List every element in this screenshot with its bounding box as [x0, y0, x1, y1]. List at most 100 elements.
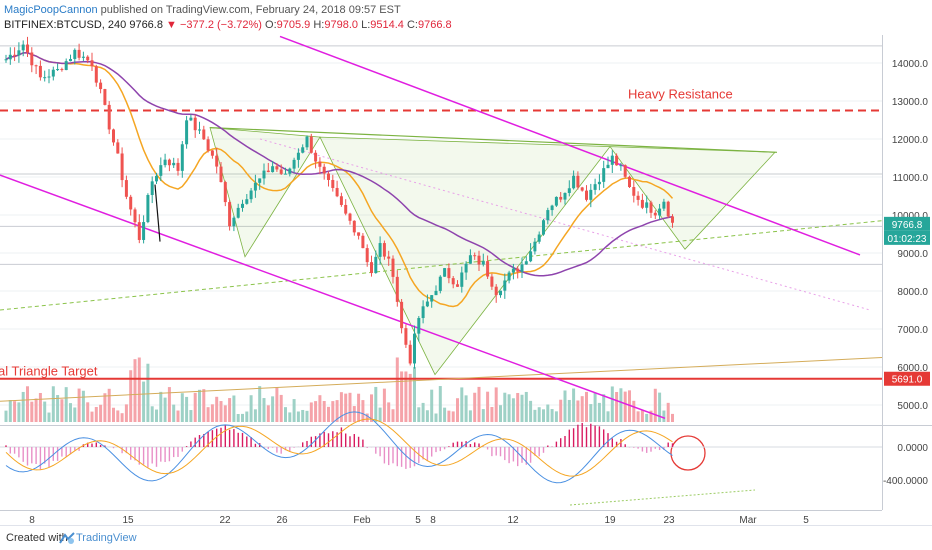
candle-body	[400, 301, 404, 329]
volume-bar	[43, 401, 47, 422]
candle-body	[331, 179, 335, 188]
price-axis[interactable]: 14000.0 13000.0 12000.0 11000.0 10000.0 9000.…	[883, 59, 928, 487]
price-tick-label: 14000.0	[892, 59, 929, 70]
candle-body	[537, 234, 541, 242]
candle-body	[361, 235, 365, 249]
volume-bar	[137, 357, 141, 422]
volume-bar	[464, 395, 468, 422]
oscillator-pane[interactable]	[0, 425, 882, 510]
volume-bar	[387, 402, 391, 422]
volume-bar	[120, 413, 124, 422]
triangle-right	[609, 146, 776, 250]
volume-bar	[228, 398, 232, 422]
candle-body	[137, 222, 141, 240]
candle-body	[8, 54, 12, 60]
symbol-label[interactable]: BITFINEX:BTCUSD, 240	[4, 19, 127, 31]
candle-body	[150, 181, 154, 196]
tradingview-brand[interactable]: TradingView	[76, 532, 137, 544]
close-label: C:	[406, 19, 418, 31]
time-axis[interactable]: 8 15 22 26 Feb 5 8 12 19 23 Mar 5	[29, 515, 809, 525]
candle-body	[77, 49, 81, 58]
volume-bar	[219, 401, 223, 422]
candle-body	[456, 284, 459, 287]
magenta-upper-channel	[279, 35, 861, 256]
author-link[interactable]: MagicPoopCannon	[4, 4, 98, 16]
volume-bar	[13, 401, 17, 422]
volume-bar	[516, 392, 520, 422]
highlight-circle	[670, 435, 706, 471]
main-pane[interactable]	[0, 35, 882, 425]
pink-dotted-line	[259, 138, 871, 311]
green-dashed-trend	[0, 220, 883, 311]
price-chart[interactable]: 14000.0 13000.0 12000.0 11000.0 10000.0 9000.…	[0, 0, 932, 525]
candle-body	[580, 187, 584, 191]
candle-body	[473, 255, 477, 257]
candle-body	[236, 207, 240, 218]
volume-bar	[327, 406, 330, 422]
candle-body	[4, 59, 8, 61]
price-badges: 9766.8 01:02:23 5691.0	[884, 216, 930, 386]
volume-bar	[34, 398, 38, 422]
candle-body	[30, 52, 34, 66]
volume-bar	[223, 405, 227, 422]
candle-body	[219, 166, 223, 183]
footer: Created with TradingView	[0, 525, 932, 550]
candle-body	[589, 189, 593, 200]
candle-body	[524, 261, 528, 265]
gold-trend-line	[0, 357, 883, 402]
drawings-layer[interactable]	[0, 35, 883, 506]
volume-bar	[26, 386, 29, 422]
candle-body	[382, 243, 386, 257]
candle-body	[408, 344, 412, 364]
candle-body	[451, 278, 455, 285]
volume-bar	[456, 398, 459, 422]
volume-bar	[632, 400, 636, 422]
candle-body	[447, 268, 451, 279]
candle-body	[413, 333, 416, 364]
ma-slow	[5, 52, 673, 277]
volume-bar	[309, 402, 313, 422]
volume-bar	[593, 392, 597, 422]
time-tick-label: 12	[507, 515, 519, 525]
volume-bar	[21, 391, 25, 422]
candle-body	[662, 201, 666, 209]
tradingview-logo-icon[interactable]	[58, 531, 76, 545]
volume-bar	[86, 402, 90, 422]
price-tick-label: 13000.0	[892, 97, 929, 108]
volume-bar	[99, 404, 103, 422]
price-badge-label: 5691.0	[892, 375, 923, 386]
volume-bar	[81, 390, 85, 422]
volume-bar	[430, 389, 434, 422]
volume-bar	[606, 411, 610, 422]
volume-bar	[38, 392, 42, 422]
candle-body	[567, 188, 571, 193]
publish-line: MagicPoopCannon published on TradingView…	[4, 4, 401, 16]
volume-bar	[554, 411, 558, 422]
volume-bar	[576, 400, 580, 422]
candle-body	[163, 159, 167, 166]
change-arrow-icon: ▼	[166, 19, 177, 31]
volume-bar	[460, 387, 464, 422]
candle-body	[314, 152, 318, 162]
volume-bar	[585, 391, 588, 422]
price-badge	[884, 230, 930, 245]
volume-bar	[649, 410, 653, 422]
candle-body	[232, 217, 236, 227]
volume-bar	[438, 386, 442, 422]
volume-bar	[507, 394, 511, 422]
volume-bar	[4, 410, 8, 422]
volume-bar	[185, 396, 189, 422]
volume-bar	[314, 401, 318, 422]
volume-bar	[318, 395, 322, 422]
volume-bar	[477, 386, 481, 422]
candle-body	[159, 165, 163, 176]
open-label: O:	[265, 19, 277, 31]
candle-body	[335, 187, 339, 197]
candle-body	[666, 201, 670, 217]
change-value: −377.2 (−3.72%)	[180, 19, 262, 31]
candle-body	[542, 220, 545, 235]
candle-body	[636, 195, 640, 200]
candle-body	[279, 169, 283, 174]
candle-body	[619, 165, 623, 167]
time-tick-label: Feb	[353, 515, 371, 525]
